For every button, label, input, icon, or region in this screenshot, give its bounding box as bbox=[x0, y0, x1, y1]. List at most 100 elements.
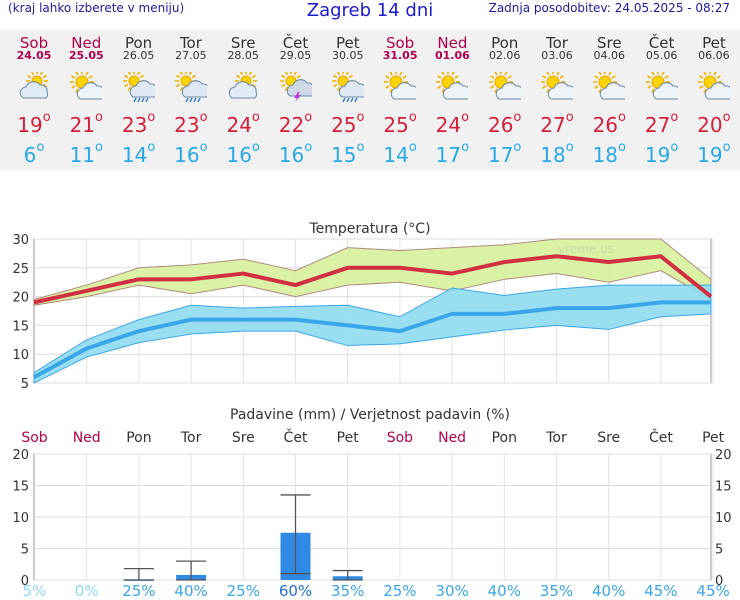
min-temperature-value: 19 bbox=[697, 143, 723, 167]
max-temperature: 27o bbox=[636, 110, 688, 137]
max-temperature-value: 27 bbox=[540, 113, 566, 137]
precipitation-chart: Padavine (mm) / Verjetnost padavin (%) So… bbox=[12, 407, 731, 600]
max-temperature: 24o bbox=[426, 110, 478, 137]
min-temperature-value: 15 bbox=[331, 143, 357, 167]
max-temperature: 21o bbox=[60, 110, 112, 137]
max-temperature-value: 24 bbox=[435, 113, 462, 137]
degree-symbol: o bbox=[147, 110, 156, 125]
x-tick-label: Pon bbox=[126, 430, 151, 446]
precipitation-probability: 25% bbox=[227, 582, 260, 600]
day-date: 28.05 bbox=[227, 49, 259, 62]
degree-symbol: o bbox=[618, 110, 626, 125]
max-temperature-value: 19 bbox=[17, 113, 43, 137]
sun-cloud-icon bbox=[436, 70, 472, 102]
min-temperature-value: 19 bbox=[644, 143, 671, 167]
degree-symbol: o bbox=[199, 110, 208, 125]
sun-cloud-icon bbox=[384, 70, 420, 102]
day-name: Tor bbox=[546, 34, 568, 52]
min-temperature-value: 6 bbox=[23, 143, 37, 167]
precipitation-probability: 45% bbox=[644, 582, 677, 600]
day-name: Sre bbox=[230, 34, 256, 52]
precipitation-probability: 40% bbox=[592, 582, 625, 600]
precipitation-probability: 25% bbox=[383, 582, 416, 600]
min-temperature-value: 11 bbox=[69, 143, 96, 167]
y-tick-label: 0 bbox=[21, 574, 29, 589]
degree-symbol: o bbox=[356, 140, 365, 155]
x-tick-label: Tor bbox=[545, 430, 567, 446]
max-temperature-value: 27 bbox=[644, 113, 671, 137]
x-tick-label: Ned bbox=[438, 430, 466, 446]
degree-symbol: o bbox=[408, 110, 417, 125]
degree-symbol: o bbox=[565, 140, 574, 155]
max-temperature-line bbox=[33, 254, 713, 305]
min-temperature: 19o bbox=[688, 140, 740, 167]
min-temperature: 14o bbox=[374, 140, 426, 167]
max-temperature: 20o bbox=[688, 110, 740, 137]
day-date: 06.06 bbox=[698, 49, 730, 62]
max-temperature-value: 20 bbox=[697, 113, 723, 137]
min-temperature-value: 14 bbox=[383, 143, 409, 167]
max-temperature: 23o bbox=[165, 110, 217, 137]
day-name: Čet bbox=[648, 34, 675, 52]
sun-cloud-icon bbox=[593, 70, 629, 102]
degree-symbol: o bbox=[722, 110, 731, 125]
degree-symbol: o bbox=[95, 140, 103, 155]
max-temperature: 25o bbox=[374, 110, 426, 137]
x-tick-label: Sre bbox=[597, 430, 620, 446]
min-temperature-value: 14 bbox=[121, 143, 148, 167]
degree-symbol: o bbox=[670, 140, 679, 155]
precipitation-probability: 5% bbox=[23, 582, 47, 600]
precipitation-probability: 60% bbox=[279, 582, 312, 600]
degree-symbol: o bbox=[461, 140, 470, 155]
day-name: Tor bbox=[179, 34, 202, 52]
degree-symbol: o bbox=[461, 110, 470, 125]
day-date: 01.06 bbox=[434, 49, 470, 62]
day-date: 04.06 bbox=[593, 49, 626, 62]
degree-symbol: o bbox=[356, 110, 365, 125]
min-temperature-value: 18 bbox=[540, 143, 566, 167]
x-tick-label: Čet bbox=[284, 428, 308, 446]
y-tick-label: 30 bbox=[12, 233, 29, 248]
min-temperature: 16o bbox=[217, 140, 269, 167]
chart-title: Temperatura (°C) bbox=[308, 221, 430, 237]
sun-rain-icon bbox=[331, 70, 367, 103]
degree-symbol: o bbox=[36, 140, 45, 155]
day-date: 27.05 bbox=[175, 49, 207, 62]
day-name: Sre bbox=[597, 34, 622, 52]
min-temperature: 16o bbox=[165, 140, 217, 167]
y-tick-label: 5 bbox=[21, 543, 29, 558]
x-tick-label: Sob bbox=[21, 430, 47, 446]
max-temperature-value: 23 bbox=[174, 113, 200, 137]
min-temperature: 17o bbox=[426, 140, 478, 167]
max-temperature-value: 26 bbox=[592, 113, 619, 137]
day-date: 24.05 bbox=[16, 49, 52, 62]
degree-symbol: o bbox=[513, 140, 522, 155]
precipitation-probability: 40% bbox=[488, 582, 521, 600]
day-name: Ned bbox=[71, 34, 102, 52]
min-temperature-value: 18 bbox=[592, 143, 619, 167]
header-left-note[interactable]: (kraj lahko izberete v meniju) bbox=[8, 1, 185, 15]
day-date: 30.05 bbox=[332, 49, 364, 62]
daily-forecast-strip: Sob 24.05 19o 6o Ned 25.05 21o 11o Pon 26.05 23o 14… bbox=[0, 30, 740, 170]
min-temperature-value: 16 bbox=[226, 143, 252, 167]
page-title: Zagreb 14 dni bbox=[306, 0, 434, 21]
day-name: Čet bbox=[282, 34, 309, 52]
partly-cloudy-icon bbox=[227, 70, 259, 102]
degree-symbol: o bbox=[565, 110, 574, 125]
max-temperature: 26o bbox=[479, 110, 531, 137]
sun-cloud-icon bbox=[645, 70, 681, 102]
degree-symbol: o bbox=[147, 140, 156, 155]
degree-symbol: o bbox=[304, 110, 313, 125]
precipitation-probability: 40% bbox=[174, 582, 207, 600]
x-tick-label: Pon bbox=[492, 430, 517, 446]
y-tick-label: 10 bbox=[12, 511, 29, 526]
min-temperature-value: 17 bbox=[435, 143, 462, 167]
sun-rain-icon bbox=[174, 70, 210, 103]
min-temperature: 14o bbox=[113, 140, 165, 167]
x-tick-label: Ned bbox=[73, 430, 101, 446]
min-temperature: 11o bbox=[60, 140, 112, 167]
precipitation-probability: 30% bbox=[435, 582, 468, 600]
degree-symbol: o bbox=[408, 140, 417, 155]
precipitation-probability: 0% bbox=[75, 582, 99, 600]
